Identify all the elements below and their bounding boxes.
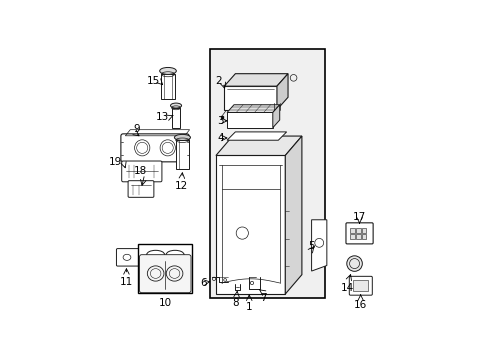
Text: 13: 13 bbox=[155, 112, 168, 122]
Bar bbox=[350, 234, 354, 239]
Ellipse shape bbox=[170, 103, 181, 108]
Text: 18: 18 bbox=[133, 166, 146, 176]
Polygon shape bbox=[216, 156, 285, 294]
Text: 6: 6 bbox=[200, 278, 207, 288]
Bar bbox=[171, 108, 180, 128]
Polygon shape bbox=[272, 105, 279, 128]
Polygon shape bbox=[226, 112, 272, 128]
Text: 14: 14 bbox=[340, 283, 353, 293]
FancyBboxPatch shape bbox=[139, 255, 191, 293]
Text: 10: 10 bbox=[158, 298, 171, 308]
FancyBboxPatch shape bbox=[116, 249, 142, 266]
Text: 7: 7 bbox=[259, 293, 266, 303]
Text: 4: 4 bbox=[217, 133, 224, 143]
Bar bbox=[161, 74, 174, 99]
Text: 9: 9 bbox=[133, 124, 140, 134]
Polygon shape bbox=[226, 132, 286, 140]
Bar bbox=[175, 140, 189, 169]
Bar bbox=[350, 228, 354, 233]
Polygon shape bbox=[224, 74, 287, 86]
Text: 17: 17 bbox=[352, 212, 366, 222]
Text: 15: 15 bbox=[146, 76, 160, 86]
Polygon shape bbox=[216, 136, 301, 156]
Text: 1: 1 bbox=[245, 302, 252, 311]
Ellipse shape bbox=[174, 134, 190, 140]
Bar bbox=[355, 228, 360, 233]
Bar bbox=[210, 49, 325, 298]
Text: 8: 8 bbox=[232, 298, 239, 308]
FancyBboxPatch shape bbox=[346, 223, 372, 244]
FancyBboxPatch shape bbox=[128, 181, 154, 197]
Text: 16: 16 bbox=[353, 301, 366, 310]
FancyBboxPatch shape bbox=[348, 276, 371, 295]
Polygon shape bbox=[285, 136, 301, 294]
FancyBboxPatch shape bbox=[122, 161, 162, 182]
Text: 11: 11 bbox=[120, 278, 133, 287]
Text: 3: 3 bbox=[217, 116, 224, 126]
Circle shape bbox=[346, 256, 362, 271]
Polygon shape bbox=[276, 74, 287, 110]
Bar bbox=[352, 280, 367, 291]
Text: 12: 12 bbox=[174, 181, 187, 191]
Polygon shape bbox=[224, 86, 276, 110]
Polygon shape bbox=[226, 105, 279, 112]
FancyBboxPatch shape bbox=[121, 134, 189, 162]
Text: 19: 19 bbox=[109, 157, 122, 167]
Ellipse shape bbox=[160, 67, 176, 75]
Bar bbox=[361, 234, 366, 239]
Bar bbox=[361, 228, 366, 233]
Text: 2: 2 bbox=[214, 76, 221, 86]
Text: 5: 5 bbox=[307, 241, 314, 251]
Bar bbox=[138, 244, 192, 293]
Polygon shape bbox=[311, 220, 326, 271]
Bar bbox=[355, 234, 360, 239]
